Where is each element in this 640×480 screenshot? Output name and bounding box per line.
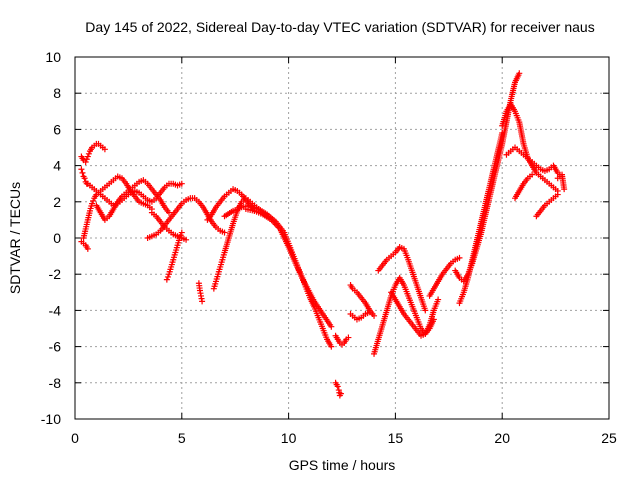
data-point — [84, 153, 91, 160]
data-point — [337, 390, 344, 397]
x-axis-label: GPS time / hours — [289, 457, 396, 473]
y-tick-label: -8 — [49, 375, 62, 391]
data-point — [178, 180, 185, 187]
data-point — [89, 200, 96, 207]
data-point — [82, 158, 89, 165]
data-point — [164, 273, 171, 280]
data-point — [83, 156, 90, 163]
data-markers — [78, 70, 568, 399]
data-point — [371, 312, 378, 319]
data-point — [177, 232, 184, 239]
data-point — [328, 323, 335, 330]
data-point — [516, 70, 523, 77]
y-tick-label: -10 — [41, 411, 61, 427]
y-axis-label: SDTVAR / TECUs — [7, 182, 23, 294]
data-point — [554, 191, 561, 198]
y-tick-label: 0 — [53, 230, 61, 246]
data-point — [561, 186, 568, 193]
data-point — [176, 235, 183, 241]
x-tick-label: 15 — [388, 430, 404, 446]
x-tick-label: 5 — [178, 430, 186, 446]
data-point — [90, 197, 97, 204]
y-tick-label: 4 — [53, 158, 61, 174]
grid — [75, 57, 609, 419]
data-point — [345, 334, 352, 341]
data-point — [78, 166, 85, 173]
data-point — [529, 171, 536, 178]
data-point — [79, 169, 86, 176]
tick-labels: 0 5 10 15 20 25 -10 -8 -6 -4 -2 0 2 4 6 8 10 — [41, 49, 617, 446]
data-point — [221, 229, 228, 236]
data-point — [366, 309, 373, 316]
data-point — [178, 229, 185, 236]
data-point — [199, 298, 206, 305]
x-tick-label: 0 — [71, 430, 79, 446]
y-tick-label: 6 — [53, 121, 61, 137]
data-point — [456, 254, 463, 261]
data-point — [328, 343, 335, 350]
data-point — [334, 383, 341, 390]
data-point — [101, 146, 108, 153]
data-point — [81, 175, 88, 182]
y-tick-label: -2 — [49, 266, 62, 282]
y-tick-label: 2 — [53, 194, 61, 210]
data-point — [85, 150, 92, 157]
x-tick-label: 25 — [601, 430, 617, 446]
data-point — [183, 236, 190, 243]
data-point — [163, 276, 170, 283]
x-tick-label: 20 — [494, 430, 510, 446]
x-tick-label: 10 — [281, 430, 297, 446]
plot-frame — [74, 56, 610, 420]
data-point — [165, 209, 172, 216]
chart-title: Day 145 of 2022, Sidereal Day-to-day VTE… — [85, 19, 594, 35]
y-tick-label: 8 — [53, 85, 61, 101]
y-tick-label: -4 — [49, 302, 62, 318]
y-tick-label: -6 — [49, 339, 62, 355]
data-point — [422, 307, 429, 314]
data-point — [435, 296, 442, 303]
data-point — [84, 245, 91, 252]
y-tick-label: 10 — [45, 49, 61, 65]
